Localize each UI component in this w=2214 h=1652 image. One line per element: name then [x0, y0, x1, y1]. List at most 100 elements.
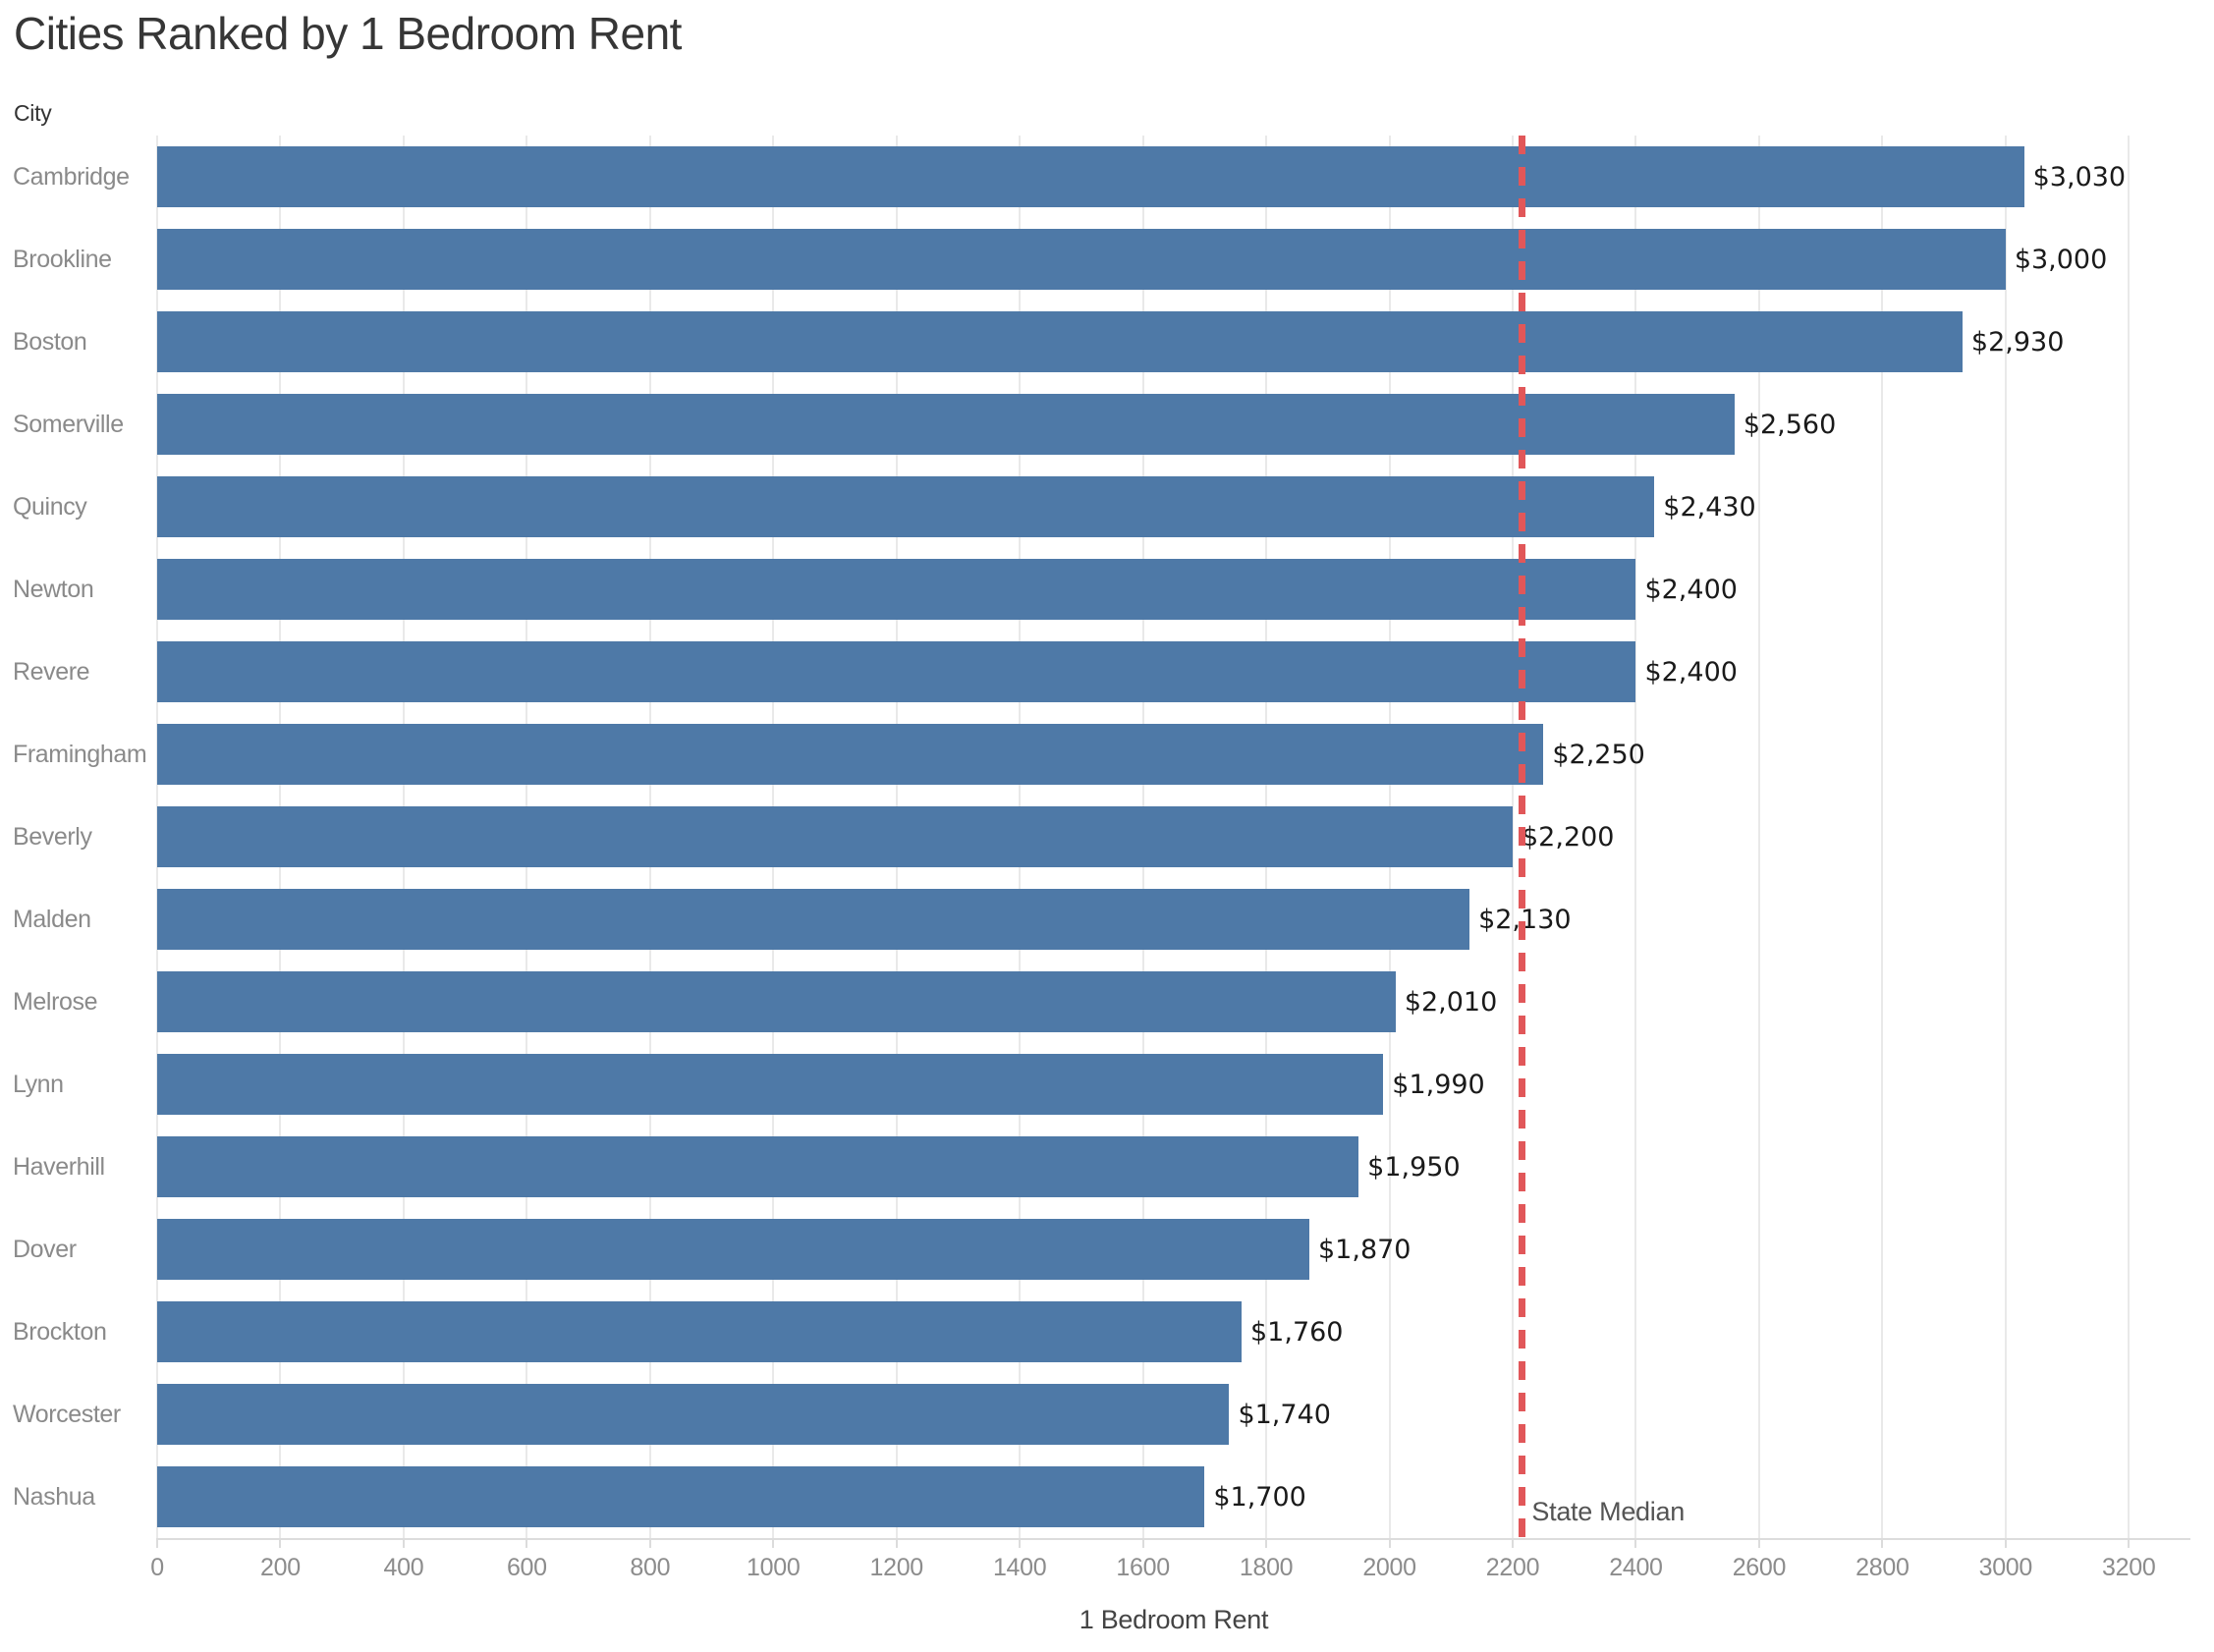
x-axis-tick-label: 1200	[869, 1554, 924, 1581]
chart-title: Cities Ranked by 1 Bedroom Rent	[14, 8, 682, 59]
city-label: Haverhill	[13, 1152, 105, 1181]
rent-bar[interactable]	[157, 559, 1636, 620]
axis-tick	[1881, 1538, 1884, 1548]
x-axis-tick-label: 2800	[1855, 1554, 1910, 1581]
bar-value-label: $2,400	[1644, 574, 1738, 605]
x-axis-tick-label: 1400	[992, 1554, 1047, 1581]
rent-bar[interactable]	[157, 229, 2006, 290]
x-axis-tick-label: 400	[383, 1554, 424, 1581]
bar-value-label: $2,560	[1743, 409, 1837, 440]
y-axis-header: City	[14, 100, 52, 126]
axis-tick	[1019, 1538, 1022, 1548]
x-axis-tick-label: 2600	[1732, 1554, 1787, 1581]
chart-row: Newton $2,400	[13, 548, 2190, 631]
axis-tick	[1141, 1538, 1144, 1548]
chart-row: Brockton $1,760	[13, 1291, 2190, 1373]
x-axis-tick-label: 600	[506, 1554, 547, 1581]
x-axis-tick-label: 2400	[1609, 1554, 1663, 1581]
rent-bar[interactable]	[157, 889, 1470, 950]
axis-tick	[279, 1538, 282, 1548]
bar-value-label: $1,760	[1250, 1316, 1344, 1348]
gridline	[1634, 136, 1637, 1538]
city-label: Nashua	[13, 1482, 95, 1511]
plot-area: Cambridge $3,030 Brookline $3,000 Boston $2,9…	[13, 136, 2190, 1548]
chart-row: Somerville $2,560	[13, 383, 2190, 466]
axis-tick	[1634, 1538, 1637, 1548]
bar-value-label: $1,700	[1213, 1481, 1306, 1513]
rent-bar[interactable]	[157, 806, 1513, 867]
city-label: Revere	[13, 657, 90, 686]
gridline	[2128, 136, 2131, 1538]
rent-bar[interactable]	[157, 1136, 1359, 1197]
chart-row: Nashua $1,700	[13, 1456, 2190, 1538]
state-median-reference-line	[1518, 136, 1525, 1538]
axis-tick	[772, 1538, 775, 1548]
x-axis-tick-label: 1800	[1239, 1554, 1294, 1581]
x-axis-tick-label: 3000	[1978, 1554, 2033, 1581]
bar-value-label: $3,030	[2032, 161, 2127, 193]
city-label: Dover	[13, 1235, 77, 1263]
chart-row: Dover $1,870	[13, 1208, 2190, 1291]
rent-bar[interactable]	[157, 1301, 1242, 1362]
x-axis-title: 1 Bedroom Rent	[1079, 1605, 1269, 1634]
bar-value-label: $2,200	[1522, 821, 1615, 853]
bar-value-label: $2,250	[1552, 739, 1645, 770]
axis-tick	[2128, 1538, 2131, 1548]
city-label: Quincy	[13, 492, 87, 521]
rent-bar[interactable]	[157, 1466, 1205, 1527]
x-axis-tick-label: 3200	[2102, 1554, 2156, 1581]
chart-row: Malden$2,130	[13, 878, 2190, 961]
chart-row: Revere $2,400	[13, 631, 2190, 713]
rent-bar[interactable]	[157, 146, 2024, 207]
chart-row: Boston $2,930	[13, 301, 2190, 383]
city-label: Cambridge	[13, 162, 130, 191]
rent-bar[interactable]	[157, 724, 1544, 785]
chart-row: Lynn $1,990	[13, 1043, 2190, 1126]
bar-value-label: $2,010	[1404, 986, 1498, 1018]
city-label: Beverly	[13, 822, 92, 851]
gridline	[1757, 136, 1760, 1538]
rent-bar[interactable]	[157, 394, 1735, 455]
bar-value-label: $1,990	[1392, 1069, 1485, 1100]
axis-tick	[402, 1538, 405, 1548]
axis-tick	[1265, 1538, 1268, 1548]
bar-value-label: $2,930	[1970, 326, 2065, 358]
gridline	[1881, 136, 1884, 1538]
rent-bar[interactable]	[157, 476, 1655, 537]
bar-value-label: $3,000	[2014, 244, 2108, 275]
rent-bar[interactable]	[157, 641, 1636, 702]
chart-row: Quincy $2,430	[13, 466, 2190, 548]
x-axis-tick-label: 2000	[1362, 1554, 1416, 1581]
city-label: Brockton	[13, 1317, 107, 1346]
x-axis-tick-label: 200	[260, 1554, 301, 1581]
rent-bar[interactable]	[157, 971, 1396, 1032]
x-axis-tick-label: 0	[150, 1554, 164, 1581]
city-label: Somerville	[13, 410, 124, 438]
axis-tick	[156, 1538, 158, 1548]
city-label: Newton	[13, 575, 94, 603]
rent-bar[interactable]	[157, 311, 1963, 372]
chart-row: Beverly $2,200	[13, 796, 2190, 878]
axis-tick	[1388, 1538, 1391, 1548]
bar-value-label: $2,430	[1663, 491, 1756, 523]
state-median-label: State Median	[1531, 1497, 1685, 1526]
city-label: Worcester	[13, 1400, 121, 1428]
x-axis-tick-label: 1000	[747, 1554, 801, 1581]
rent-bar[interactable]	[157, 1384, 1230, 1445]
axis-tick	[1757, 1538, 1760, 1548]
gridline	[2004, 136, 2007, 1538]
bar-value-label: $1,870	[1318, 1234, 1411, 1265]
city-label: Framingham	[13, 740, 147, 768]
city-label: Lynn	[13, 1070, 64, 1098]
city-label: Brookline	[13, 245, 112, 273]
x-axis-tick-label: 2200	[1485, 1554, 1540, 1581]
bar-value-label: $1,740	[1238, 1399, 1331, 1430]
axis-tick	[2004, 1538, 2007, 1548]
axis-tick	[895, 1538, 898, 1548]
rent-bar[interactable]	[157, 1054, 1384, 1115]
city-label: Melrose	[13, 987, 98, 1016]
city-label: Boston	[13, 327, 87, 356]
chart-row: Brookline $3,000	[13, 218, 2190, 301]
rent-bar[interactable]	[157, 1219, 1309, 1280]
